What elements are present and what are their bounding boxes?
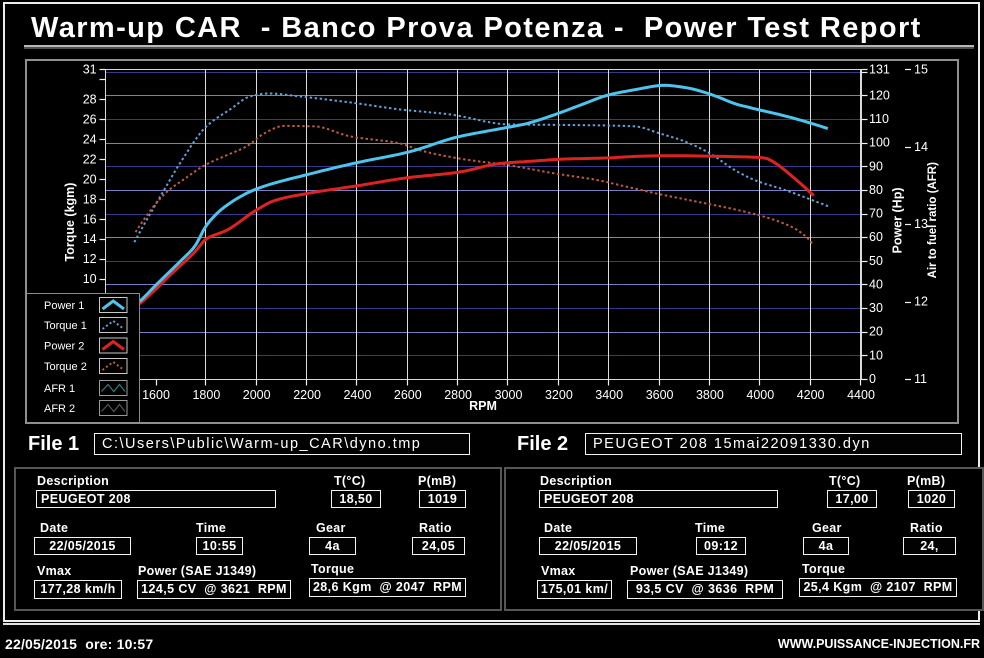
svg-text:Air to fuel ratio (AFR): Air to fuel ratio (AFR): [927, 162, 939, 278]
svg-text:30: 30: [869, 301, 883, 315]
svg-text:10: 10: [83, 272, 97, 286]
svg-text:131: 131: [869, 63, 890, 77]
svg-text:70: 70: [869, 207, 883, 221]
svg-text:100: 100: [869, 136, 890, 150]
svg-text:AFR 1: AFR 1: [44, 383, 75, 395]
svg-text:16: 16: [83, 212, 97, 226]
svg-text:20: 20: [83, 172, 97, 186]
svg-text:22: 22: [83, 152, 97, 166]
svg-text:2600: 2600: [394, 388, 422, 402]
svg-text:Power 2: Power 2: [44, 341, 84, 353]
svg-text:28: 28: [83, 93, 97, 107]
svg-text:80: 80: [869, 183, 883, 197]
svg-text:40: 40: [869, 278, 883, 292]
svg-text:20: 20: [869, 325, 883, 339]
svg-text:Torque 1: Torque 1: [44, 320, 87, 332]
svg-text:1600: 1600: [142, 388, 170, 402]
svg-text:1800: 1800: [192, 388, 220, 402]
svg-text:24: 24: [83, 132, 97, 146]
svg-text:2800: 2800: [444, 388, 472, 402]
svg-text:11: 11: [914, 372, 927, 386]
svg-text:RPM: RPM: [469, 399, 497, 413]
svg-text:60: 60: [869, 230, 883, 244]
svg-text:3000: 3000: [495, 388, 523, 402]
svg-text:12: 12: [914, 295, 928, 309]
svg-text:3200: 3200: [545, 388, 573, 402]
svg-text:3600: 3600: [646, 388, 674, 402]
svg-text:26: 26: [83, 112, 97, 126]
svg-text:14: 14: [83, 232, 97, 246]
svg-text:2200: 2200: [293, 388, 321, 402]
svg-text:4200: 4200: [797, 388, 825, 402]
svg-text:110: 110: [869, 112, 889, 126]
svg-text:50: 50: [869, 254, 883, 268]
svg-text:10: 10: [869, 348, 883, 362]
svg-text:90: 90: [869, 159, 883, 173]
svg-text:3400: 3400: [595, 388, 623, 402]
svg-text:Torque 2: Torque 2: [44, 361, 87, 373]
svg-text:2400: 2400: [343, 388, 371, 402]
svg-text:Torque (kgm): Torque (kgm): [63, 183, 77, 262]
svg-text:2000: 2000: [243, 388, 271, 402]
svg-text:120: 120: [869, 89, 890, 103]
svg-text:Power (Hp): Power (Hp): [891, 188, 905, 254]
svg-text:31: 31: [83, 63, 97, 77]
svg-text:12: 12: [83, 252, 97, 266]
svg-text:3800: 3800: [696, 388, 724, 402]
svg-text:0: 0: [869, 372, 876, 386]
svg-text:4000: 4000: [746, 388, 774, 402]
svg-text:AFR 2: AFR 2: [44, 403, 75, 415]
svg-text:4400: 4400: [847, 388, 875, 402]
svg-text:14: 14: [914, 140, 928, 154]
svg-text:18: 18: [83, 192, 97, 206]
svg-text:15: 15: [914, 63, 928, 77]
svg-text:13: 13: [914, 217, 928, 231]
svg-text:Power 1: Power 1: [44, 300, 84, 312]
